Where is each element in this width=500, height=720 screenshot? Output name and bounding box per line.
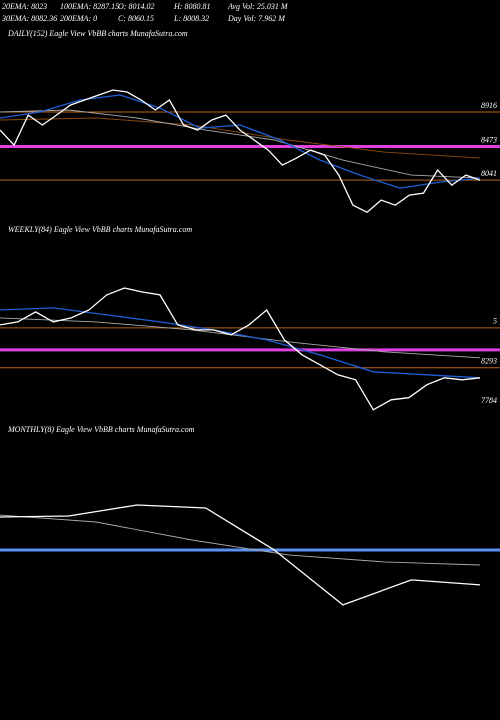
header-stat: 20EMA: 8023 xyxy=(2,2,47,11)
price-line xyxy=(0,109,481,179)
price-line xyxy=(0,307,481,379)
header-stat: C: 8060.15 xyxy=(118,14,154,23)
price-line xyxy=(0,504,481,606)
price-line xyxy=(0,94,481,189)
header-stat: 200EMA: 0 xyxy=(60,14,97,23)
y-tick-label: 8293 xyxy=(481,357,497,366)
price-line xyxy=(0,287,481,411)
panel-title: WEEKLY(84) Eagle View VbBB charts Munafa… xyxy=(8,225,192,234)
header-stat: Avg Vol: 25.031 M xyxy=(227,2,289,11)
price-line xyxy=(0,89,481,213)
header-stat: 100EMA: 8287.15 xyxy=(60,2,119,11)
y-tick-label: 8473 xyxy=(481,135,497,144)
header-stat: 30EMA: 8082.36 xyxy=(1,14,57,23)
panel-title: DAILY(152) Eagle View VbBB charts Munafa… xyxy=(7,29,188,38)
price-line xyxy=(0,317,481,359)
annotation: 5 xyxy=(493,317,497,326)
price-line xyxy=(0,514,481,566)
y-tick-label: 8916 xyxy=(481,101,497,110)
y-tick-label: 8041 xyxy=(481,169,497,178)
y-tick-label: 7784 xyxy=(481,396,497,405)
header-stat: H: 8080.81 xyxy=(173,2,210,11)
price-line xyxy=(0,117,481,159)
header-stat: O: 8014.02 xyxy=(118,2,154,11)
panel-title: MONTHLY(8) Eagle View VbBB charts Munafa… xyxy=(7,425,195,434)
header-stat: L: 8008.32 xyxy=(173,14,209,23)
header-stat: Day Vol: 7.962 M xyxy=(227,14,286,23)
